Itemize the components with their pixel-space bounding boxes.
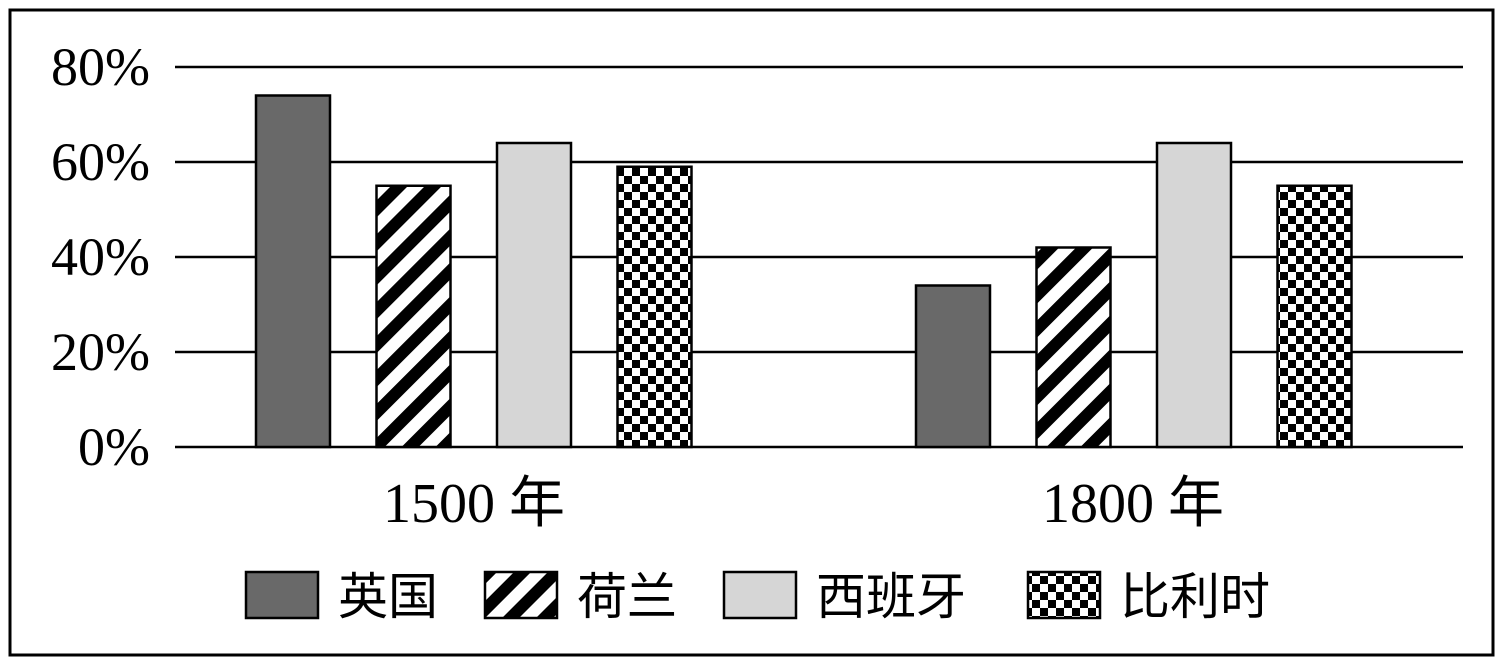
legend-swatch — [244, 570, 320, 620]
legend: 英国 荷兰 西班牙 比利时 — [244, 568, 1270, 626]
legend-label: 英国 — [338, 568, 438, 626]
legend-item: 英国 — [244, 568, 438, 626]
bars — [254, 94, 1353, 449]
bar-2-1 — [375, 184, 452, 449]
bar-4-1 — [616, 165, 693, 449]
y-tick-label: 40% — [51, 227, 150, 287]
bar-1-2 — [914, 284, 992, 449]
legend-label: 西班牙 — [816, 568, 966, 626]
category-label: 1500 年 — [383, 473, 565, 535]
category-labels: 1500 年 1800 年 — [383, 473, 1224, 535]
legend-swatch — [722, 570, 798, 620]
legend-item: 比利时 — [1026, 568, 1270, 626]
legend-label: 荷兰 — [577, 568, 677, 626]
bar-3-2 — [1155, 141, 1233, 449]
y-tick-label: 0% — [78, 417, 150, 477]
y-tick-label: 60% — [51, 132, 150, 192]
bar-1-1 — [254, 94, 332, 449]
y-tick-labels: 0% 20% 40% 60% 80% — [51, 37, 150, 477]
legend-label: 比利时 — [1120, 568, 1270, 626]
y-tick-label: 20% — [51, 322, 150, 382]
bar-4-2 — [1276, 184, 1353, 449]
legend-swatch — [1026, 570, 1102, 620]
legend-item: 荷兰 — [483, 568, 677, 626]
legend-swatch — [483, 570, 559, 620]
chart-frame — [8, 8, 1495, 657]
gridlines — [175, 65, 1463, 449]
bar-3-1 — [495, 141, 573, 449]
y-tick-label: 80% — [51, 37, 150, 97]
bar-2-2 — [1035, 246, 1112, 449]
legend-item: 西班牙 — [722, 568, 966, 626]
category-label: 1800 年 — [1042, 473, 1224, 535]
